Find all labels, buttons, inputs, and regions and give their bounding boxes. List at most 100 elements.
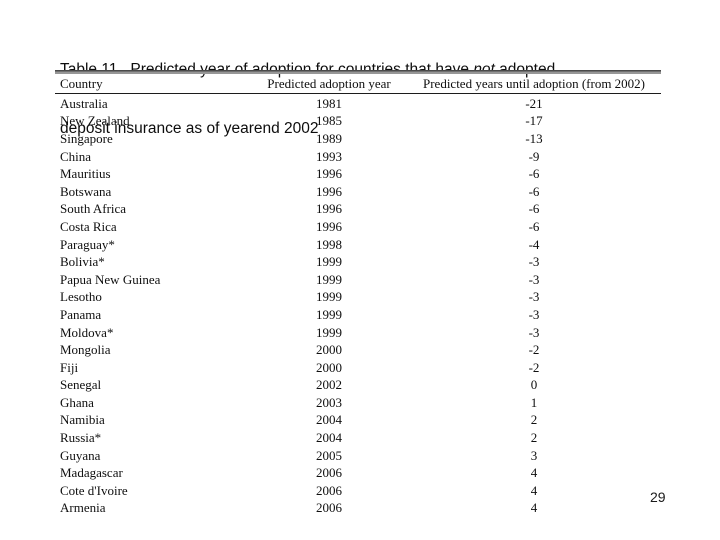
years-until-adoption-cell: -2 [528, 342, 540, 358]
country-cell: Bolivia* [60, 254, 105, 270]
country-cell: Mongolia [60, 342, 111, 358]
years-until-adoption-cell: -6 [528, 218, 540, 234]
adoption-year-cell: 1999 [316, 324, 342, 340]
table-row: Bolivia* 1999 -3 [55, 253, 655, 271]
adoption-year-cell: 1981 [316, 95, 342, 111]
table-row: Ghana 2003 1 [55, 394, 655, 412]
table-row: Australia 1981 -21 [55, 95, 655, 113]
years-until-adoption-cell: -3 [528, 289, 540, 305]
adoption-year-cell: 1999 [316, 271, 342, 287]
table-row: Mongolia 2000 -2 [55, 341, 655, 359]
adoption-year-cell: 2006 [316, 465, 342, 481]
table-row: Fiji 2000 -2 [55, 359, 655, 377]
adoption-year-cell: 1996 [316, 201, 342, 217]
adoption-year-cell: 1999 [316, 254, 342, 270]
slide-title-line2: deposit insurance as of yearend 2002 [60, 119, 319, 137]
adoption-year-cell: 1996 [316, 183, 342, 199]
table-row: Cote d'Ivoire 2006 4 [55, 482, 655, 500]
country-cell: Fiji [60, 359, 79, 375]
adoption-year-cell: 1989 [316, 130, 342, 146]
page-number: 29 [650, 489, 666, 505]
years-until-adoption-cell: -2 [528, 359, 540, 375]
adoption-year-cell: 2005 [316, 447, 342, 463]
column-header-years-until-adoption: Predicted years until adoption (from 200… [422, 76, 646, 91]
country-cell: Mauritius [60, 166, 111, 182]
years-until-adoption-cell: -3 [528, 324, 540, 340]
table-row: China 1993 -9 [55, 148, 655, 166]
table-row: Botswana 1996 -6 [55, 183, 655, 201]
table-row: Costa Rica 1996 -6 [55, 218, 655, 236]
years-until-adoption-cell: 4 [530, 465, 538, 481]
table-header-row: Country Predicted adoption year Predicte… [55, 74, 655, 93]
years-until-adoption-cell: -6 [528, 166, 540, 182]
adoption-table: Country Predicted adoption year Predicte… [55, 70, 661, 517]
years-until-adoption-cell: -4 [528, 236, 540, 252]
table-row: Lesotho 1999 -3 [55, 289, 655, 307]
years-until-adoption-cell: 1 [530, 394, 538, 410]
country-cell: Papua New Guinea [60, 271, 161, 287]
country-cell: Botswana [60, 183, 112, 199]
table-body: Australia 1981 -21 New Zealand 1985 -17 Singap… [55, 94, 661, 517]
table-row: South Africa 1996 -6 [55, 201, 655, 219]
country-cell: Australia [60, 95, 108, 111]
country-cell: Russia* [60, 430, 102, 446]
adoption-year-cell: 1993 [316, 148, 342, 164]
country-cell: Cote d'Ivoire [60, 482, 128, 498]
years-until-adoption-cell: -9 [528, 148, 540, 164]
adoption-year-cell: 2004 [316, 412, 342, 428]
years-until-adoption-cell: 2 [530, 430, 538, 446]
adoption-year-cell: 1998 [316, 236, 342, 252]
country-cell: Paraguay* [60, 236, 115, 252]
country-cell: Guyana [60, 447, 101, 463]
country-cell: China [60, 148, 92, 164]
country-cell: Moldova* [60, 324, 114, 340]
country-cell: Madagascar [60, 465, 123, 481]
adoption-year-cell: 1999 [316, 306, 342, 322]
table-top-rule [55, 70, 661, 74]
adoption-year-cell: 2003 [316, 394, 342, 410]
country-cell: Armenia [60, 500, 106, 516]
country-cell: Lesotho [60, 289, 102, 305]
table-row: Singapore 1989 -13 [55, 130, 655, 148]
years-until-adoption-cell: -17 [525, 113, 543, 129]
years-until-adoption-cell: -3 [528, 254, 540, 270]
years-until-adoption-cell: -21 [525, 95, 543, 111]
column-header-country: Country [60, 76, 103, 91]
table-row: Panama 1999 -3 [55, 306, 655, 324]
years-until-adoption-cell: 2 [530, 412, 538, 428]
years-until-adoption-cell: -3 [528, 271, 540, 287]
years-until-adoption-cell: 0 [530, 377, 538, 393]
column-header-adoption-year: Predicted adoption year [267, 76, 391, 91]
country-cell: Namibia [60, 412, 105, 428]
adoption-year-cell: 2006 [316, 500, 342, 516]
country-cell: South Africa [60, 201, 127, 217]
years-until-adoption-cell: 4 [530, 482, 538, 498]
adoption-year-cell: 1999 [316, 289, 342, 305]
header-divider-rule [55, 93, 661, 94]
adoption-year-cell: 2000 [316, 359, 342, 375]
adoption-year-cell: 1996 [316, 218, 342, 234]
table-row: Namibia 2004 2 [55, 412, 655, 430]
adoption-year-cell: 2004 [316, 430, 342, 446]
table-row: Mauritius 1996 -6 [55, 165, 655, 183]
table-row: Guyana 2005 3 [55, 447, 655, 465]
table-row: New Zealand 1985 -17 [55, 113, 655, 131]
country-cell: Senegal [60, 377, 102, 393]
adoption-year-cell: 2000 [316, 342, 342, 358]
years-until-adoption-cell: 3 [530, 447, 538, 463]
years-until-adoption-cell: 4 [530, 500, 538, 516]
table-row: Senegal 2002 0 [55, 377, 655, 395]
table-row: Armenia 2006 4 [55, 500, 655, 518]
adoption-year-cell: 2002 [316, 377, 342, 393]
country-cell: Ghana [60, 394, 94, 410]
years-until-adoption-cell: -6 [528, 183, 540, 199]
years-until-adoption-cell: -6 [528, 201, 540, 217]
years-until-adoption-cell: -13 [525, 130, 543, 146]
country-cell: New Zealand [60, 113, 130, 129]
country-cell: Singapore [60, 130, 113, 146]
table-row: Papua New Guinea 1999 -3 [55, 271, 655, 289]
table-row: Moldova* 1999 -3 [55, 324, 655, 342]
country-cell: Costa Rica [60, 218, 117, 234]
adoption-year-cell: 2006 [316, 482, 342, 498]
